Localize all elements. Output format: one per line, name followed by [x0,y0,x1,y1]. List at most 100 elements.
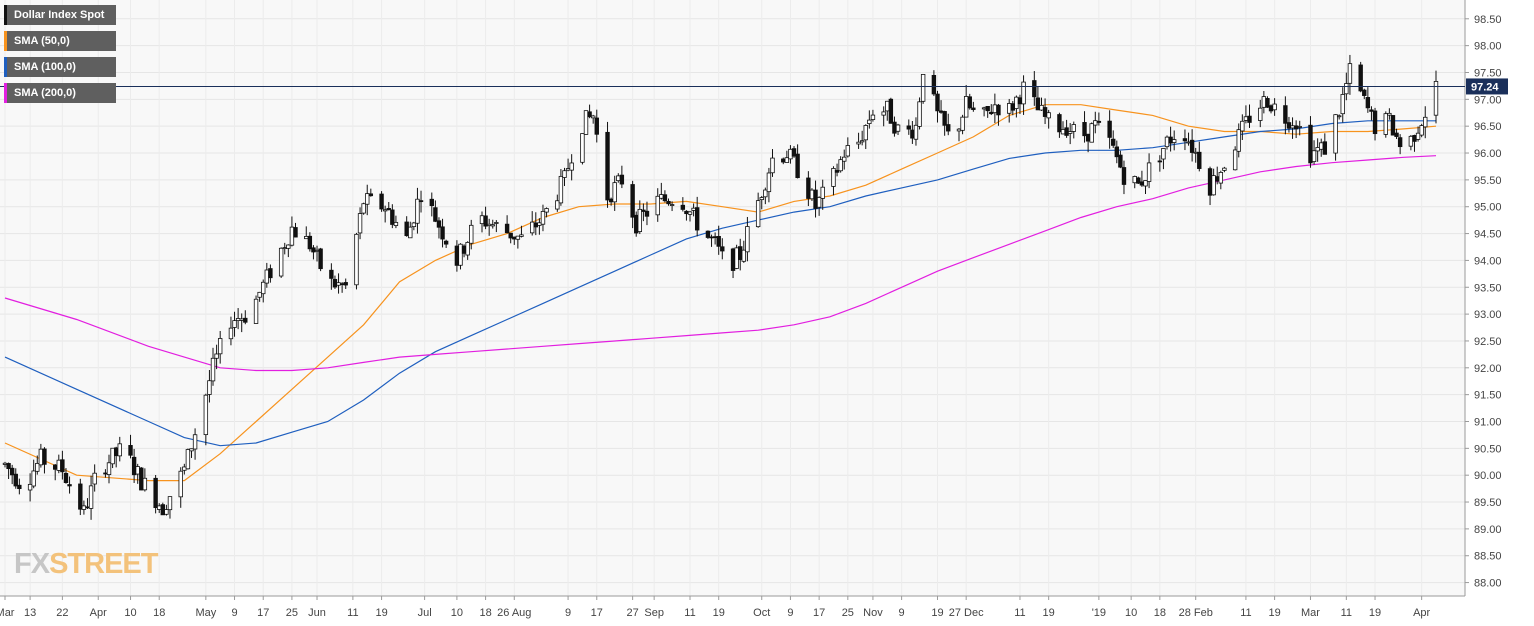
y-axis: 88.00 88.50 89.00 89.50 90.00 90.50 91.00 91.50… [1465,14,1502,590]
x-tick-label: Sep [644,607,664,619]
candle-body [989,111,994,115]
candle-body [81,505,87,510]
candle-body [268,268,273,279]
candle-body [555,200,560,210]
candle-body [788,148,793,160]
candle-body [662,194,668,202]
candle-body [655,195,660,216]
x-tick-label: Jul [418,607,432,619]
legend-item-sma100[interactable]: SMA (100,0) [4,57,116,77]
candle-body [867,119,872,125]
x-tick-label: 26 Aug [497,607,531,619]
x-tick-label: 27 [627,607,639,619]
legend-item-price[interactable]: Dollar Index Spot [4,5,116,25]
legend-item-sma200[interactable]: SMA (200,0) [4,83,116,103]
candle-body [816,197,822,208]
candle-body [906,125,911,130]
candle-body [307,235,313,250]
candle-body [1007,103,1012,114]
candle-body [27,483,33,491]
candle-body [1215,176,1220,182]
candle-body [913,124,919,140]
candle-body [1096,120,1102,123]
x-tick-label: 11 [1341,607,1352,619]
candle-body [63,472,69,484]
candle-body [946,124,951,132]
candle-body [393,221,399,226]
candle-body [382,209,388,212]
candle-body [336,282,341,286]
y-tick-label: 97.50 [1474,67,1502,79]
candle-body [845,145,851,157]
x-tick-label: 11 [1014,607,1025,619]
candle-body [967,96,972,109]
candle-body [1114,146,1120,158]
candle-body [293,227,298,238]
candle-body [368,193,374,197]
candle-body [1118,154,1123,168]
candle-body [128,445,133,456]
candle-body [490,224,495,227]
candle-body [612,182,617,203]
candle-body [1085,133,1091,142]
plot-background [0,0,1465,596]
candle-body [486,223,492,227]
logo-fx: FX [14,548,50,580]
candle-body [1397,137,1403,148]
legend: Dollar Index Spot SMA (50,0) SMA (100,0)… [4,5,116,109]
candle-body [1017,97,1023,105]
candle-body [1308,124,1313,164]
candle-body [329,269,334,279]
candle-body [831,168,836,187]
y-tick-label: 95.00 [1474,202,1502,214]
y-tick-label: 96.50 [1474,121,1502,133]
candle-body [1021,81,1026,105]
candle-body [1268,105,1274,112]
candle-body [1146,162,1152,182]
candle-body [131,456,137,476]
candle-body [1039,104,1044,111]
y-tick-label: 97.00 [1474,94,1502,106]
candle-body [253,298,259,324]
legend-item-sma50[interactable]: SMA (50,0) [4,31,116,51]
candle-body [217,338,223,355]
candle-body [881,111,886,116]
candle-body [1182,138,1188,142]
x-tick-label: 10 [124,607,136,619]
y-tick-label: 89.00 [1474,524,1502,536]
candle-body [261,281,266,295]
x-tick-label: 17 [813,607,825,619]
candle-body [1197,151,1202,169]
candle-body [1261,96,1267,108]
candle-body [1136,177,1141,184]
x-tick-label: Mar [1301,607,1320,619]
candle-body [9,467,15,476]
candle-body [1283,105,1288,124]
candle-body [139,467,144,491]
candle-body [167,496,173,511]
candle-body [616,175,621,182]
candle-body [1121,167,1127,185]
candle-body [157,505,162,510]
candle-body [1089,123,1094,143]
x-tick-label: 9 [565,607,571,619]
candle-body [1207,168,1213,196]
candle-body [1433,81,1439,116]
candle-body [1211,175,1216,196]
legend-label: Dollar Index Spot [14,9,105,21]
candle-body [304,236,309,240]
candle-body [533,222,538,228]
candle-body [433,207,438,222]
candle-body [494,222,499,224]
candle-body [694,207,700,231]
candle-body [590,115,596,119]
candle-body [910,129,915,139]
candle-body [1319,142,1324,150]
candle-body [942,111,947,126]
candle-body [1423,116,1428,128]
candle-body [712,236,718,239]
candle-body [558,175,564,204]
y-tick-label: 91.50 [1474,390,1502,402]
candle-body [1193,151,1198,154]
